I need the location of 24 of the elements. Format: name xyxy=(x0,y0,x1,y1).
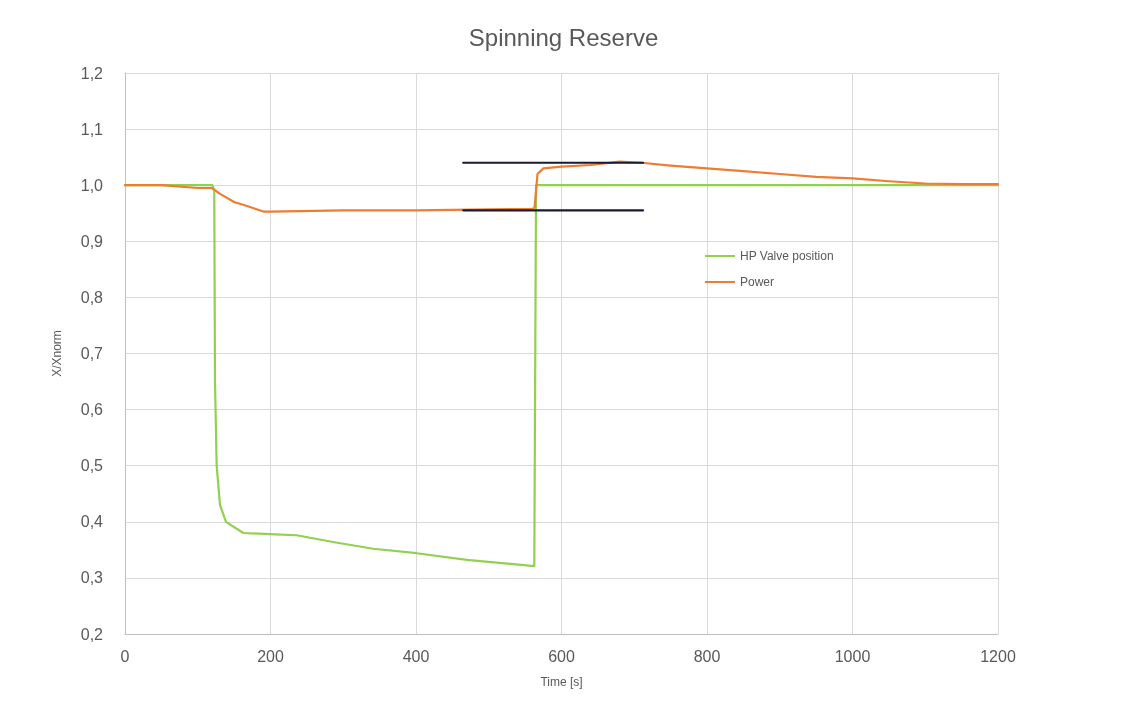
y-tick-label: 1,0 xyxy=(80,176,104,194)
y-tick-label: 0,4 xyxy=(80,513,104,531)
x-tick-label: 400 xyxy=(402,647,430,665)
y-tick-label: 0,5 xyxy=(80,457,104,475)
y-tick-label: 0,2 xyxy=(80,625,104,643)
y-tick-label: 0,9 xyxy=(80,232,104,250)
y-tick-label: 0,7 xyxy=(80,345,104,362)
x-tick-label: 0 xyxy=(120,647,130,665)
y-tick-label: 0,6 xyxy=(80,401,104,419)
x-tick-label: 1200 xyxy=(980,647,1016,665)
chart-title: Spinning Reserve xyxy=(468,23,659,51)
y-tick-label: 0,3 xyxy=(80,569,104,587)
y-axis-title: X/Xnorm xyxy=(50,330,64,377)
y-tick-label: 1,1 xyxy=(80,120,104,138)
x-axis-title: Time [s] xyxy=(540,675,583,689)
line-series xyxy=(123,160,1000,213)
x-tick-label: 200 xyxy=(257,647,284,665)
y-tick-label: 1,2 xyxy=(80,64,104,82)
legend-label: HP Valve position xyxy=(740,249,834,263)
y-tick-label: 0,8 xyxy=(80,288,104,306)
legend-label: Power xyxy=(740,275,775,289)
x-tick-label: 600 xyxy=(548,647,575,665)
x-tick-label: 1000 xyxy=(834,647,871,665)
x-tick-label: 800 xyxy=(693,647,721,665)
